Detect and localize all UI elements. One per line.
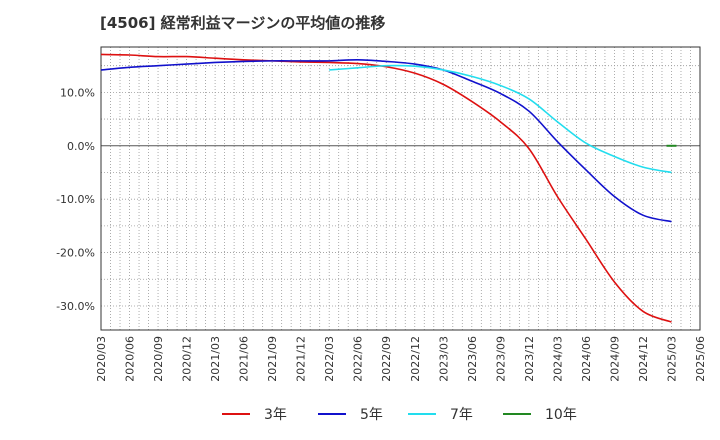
x-tick-label: 2025/06	[694, 336, 707, 382]
x-tick-label: 2021/09	[266, 336, 279, 382]
legend-label: 7年	[450, 407, 473, 423]
x-tick-label: 2020/06	[124, 336, 137, 382]
y-tick-label: -10.0%	[56, 193, 95, 206]
x-tick-label: 2024/09	[608, 336, 621, 382]
x-tick-label: 2023/06	[466, 336, 479, 382]
x-tick-label: 2022/03	[323, 336, 336, 382]
x-tick-label: 2022/12	[409, 336, 422, 382]
x-tick-label: 2020/12	[181, 336, 194, 382]
x-tick-label: 2023/03	[437, 336, 450, 382]
x-tick-label: 2023/09	[494, 336, 507, 382]
series-lines	[100, 53, 677, 323]
x-tick-label: 2024/03	[551, 336, 564, 382]
x-tick-label: 2024/12	[637, 336, 650, 382]
x-tick-label: 2022/06	[352, 336, 365, 382]
legend-label: 3年	[264, 407, 287, 423]
x-tick-label: 2024/06	[580, 336, 593, 382]
x-tick-label: 2021/12	[295, 336, 308, 382]
x-tick-label: 2021/06	[238, 336, 251, 382]
y-tick-label: -20.0%	[56, 247, 95, 260]
series-line-3年	[100, 53, 672, 323]
series-line-7年	[329, 64, 672, 174]
y-tick-label: 0.0%	[67, 140, 95, 153]
x-tick-label: 2025/03	[665, 336, 678, 382]
y-tick-label: 10.0%	[60, 86, 95, 99]
plot-frame	[100, 46, 701, 331]
chart-title: [4506] 経常利益マージンの平均値の推移	[100, 14, 386, 32]
axes: 10.0% 0.0% -10.0% -20.0% -30.0% 2020/03 2020/0…	[56, 46, 707, 382]
grid	[100, 47, 701, 330]
x-tick-label: 2023/12	[523, 336, 536, 382]
x-tick-label: 2021/03	[209, 336, 222, 382]
series-line-5年	[100, 59, 672, 223]
legend-label: 5年	[360, 407, 383, 423]
legend-label: 10年	[545, 407, 577, 423]
x-tick-label: 2020/09	[152, 336, 165, 382]
x-tick-label: 2022/09	[380, 336, 393, 382]
x-tick-label: 2020/03	[95, 336, 108, 382]
y-tick-label: -30.0%	[56, 300, 95, 313]
legend: 3年 5年 7年 10年	[222, 407, 577, 423]
